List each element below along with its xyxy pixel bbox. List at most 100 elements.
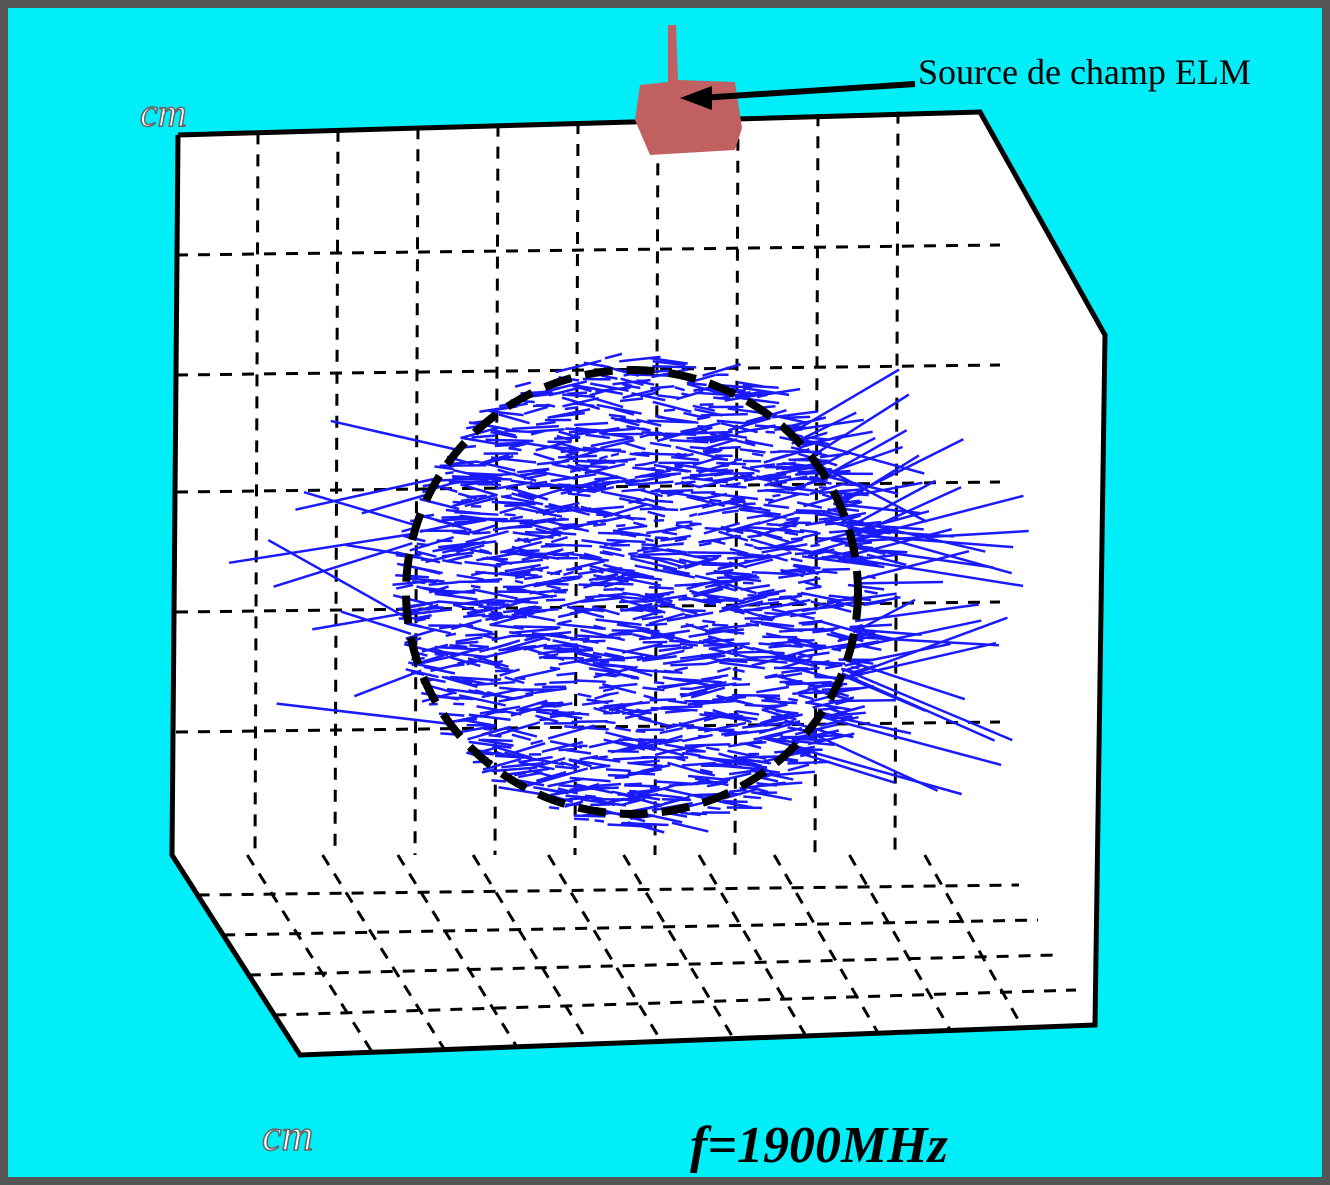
field-vector <box>576 679 606 684</box>
field-vector <box>558 430 581 439</box>
field-vector <box>664 743 705 753</box>
field-vector <box>551 710 590 716</box>
field-vector <box>764 719 795 728</box>
field-vector <box>814 540 848 553</box>
field-vector <box>491 766 538 773</box>
field-vector <box>756 551 792 562</box>
field-vector <box>741 397 780 405</box>
field-vector <box>625 474 671 485</box>
grid-line <box>547 854 663 1043</box>
field-vector <box>756 782 777 787</box>
field-vector <box>506 485 549 501</box>
field-vector <box>497 500 536 506</box>
field-vector <box>437 541 477 549</box>
field-vector <box>565 794 603 800</box>
field-vector <box>422 586 446 592</box>
field-vector <box>439 463 487 468</box>
field-vector <box>595 397 624 409</box>
field-vector <box>662 567 690 576</box>
field-vector <box>757 487 790 493</box>
field-vector <box>684 557 718 570</box>
field-vector <box>787 763 810 772</box>
field-vector <box>455 636 483 643</box>
field-vector <box>755 600 780 607</box>
field-source <box>635 25 742 155</box>
field-vector <box>616 524 626 528</box>
field-vector <box>828 698 896 703</box>
frequency-label: f=1900MHz <box>690 1117 949 1174</box>
field-vector <box>574 421 609 427</box>
field-vector <box>658 645 688 653</box>
field-vector <box>736 551 750 558</box>
field-vector <box>614 407 635 416</box>
z-unit: cm <box>140 90 187 135</box>
field-vector <box>674 666 689 672</box>
field-vector <box>792 571 804 578</box>
field-vector <box>786 680 832 686</box>
field-vector <box>659 726 683 735</box>
field-vector <box>627 480 674 487</box>
field-vector <box>471 434 496 439</box>
field-vector <box>801 430 873 446</box>
field-vector <box>736 709 760 716</box>
field-vector <box>674 480 696 486</box>
field-vector <box>638 738 662 743</box>
field-vector <box>474 689 484 694</box>
body-outline <box>402 366 862 818</box>
field-vector <box>661 705 703 709</box>
field-vector <box>712 695 747 702</box>
field-vector <box>514 575 526 580</box>
field-vector <box>508 446 522 452</box>
field-vector <box>456 573 484 581</box>
field-vector <box>643 548 664 554</box>
field-vector <box>512 627 559 634</box>
field-vector <box>523 772 571 788</box>
field-vector <box>481 614 527 619</box>
grid-line <box>413 127 420 856</box>
field-vector <box>478 605 502 610</box>
field-vector <box>765 430 776 434</box>
field-vector <box>604 352 623 360</box>
field-vector <box>452 500 464 504</box>
field-vector <box>751 570 799 576</box>
field-vector <box>797 577 821 585</box>
field-vector <box>499 686 534 693</box>
field-vector <box>744 438 755 445</box>
field-vector <box>667 699 688 705</box>
field-vector <box>415 617 426 623</box>
field-vector <box>451 518 486 528</box>
field-vector <box>641 543 656 547</box>
field-vector <box>664 787 712 801</box>
field-vector <box>612 756 654 761</box>
field-vector <box>774 770 816 777</box>
field-vector <box>743 795 761 800</box>
field-vector <box>760 622 803 633</box>
field-vector <box>504 513 516 517</box>
field-vector <box>525 687 567 696</box>
field-vector <box>797 411 857 442</box>
field-vector <box>641 427 651 432</box>
field-vector <box>573 814 606 818</box>
field-vector <box>614 416 627 422</box>
field-vector <box>561 575 583 580</box>
field-vector <box>741 465 761 473</box>
field-vector <box>464 496 498 508</box>
field-vector <box>482 634 495 640</box>
field-vector <box>498 696 523 703</box>
field-vector <box>584 462 626 475</box>
field-vector <box>606 646 655 658</box>
field-vector <box>460 479 502 487</box>
grid-line <box>471 854 591 1045</box>
field-vector <box>441 515 465 519</box>
field-vector <box>695 583 732 595</box>
field-vector <box>468 577 503 584</box>
field-vector <box>721 509 739 515</box>
field-vector <box>515 708 525 713</box>
field-vector <box>823 570 838 575</box>
field-vector <box>548 386 580 397</box>
field-vector <box>713 583 737 592</box>
field-vector <box>640 391 657 398</box>
field-vector <box>734 755 780 759</box>
field-vector <box>581 539 615 546</box>
